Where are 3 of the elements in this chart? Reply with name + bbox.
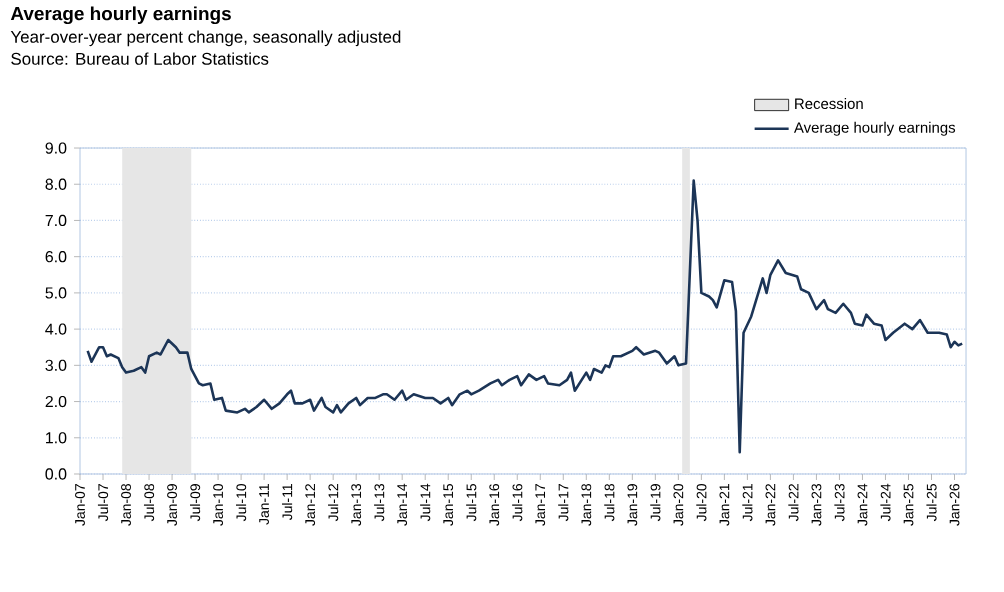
chart-subtitle: Year-over-year percent change, seasonally adjusted: [10, 30, 401, 47]
chart-title: Average hourly earnings: [10, 6, 231, 25]
source-note: Source: Bureau of Labor Statistics: [11, 52, 269, 65]
